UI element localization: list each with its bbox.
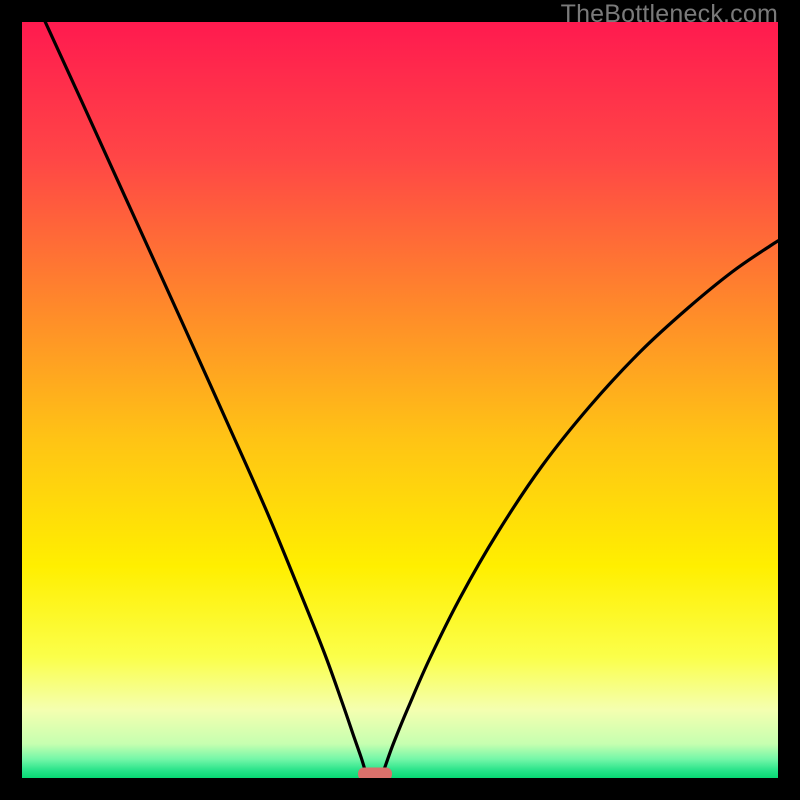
frame-left: [0, 0, 22, 800]
frame-bottom: [0, 778, 800, 800]
curve-right: [382, 235, 778, 776]
watermark-text: TheBottleneck.com: [561, 0, 778, 29]
plot-area: [22, 22, 778, 778]
chart-container: { "canvas": { "width": 800, "height": 80…: [0, 0, 800, 800]
frame-right: [778, 0, 800, 800]
bottleneck-curves: [22, 22, 778, 778]
trough-marker: [358, 768, 392, 779]
curve-left: [43, 22, 367, 776]
